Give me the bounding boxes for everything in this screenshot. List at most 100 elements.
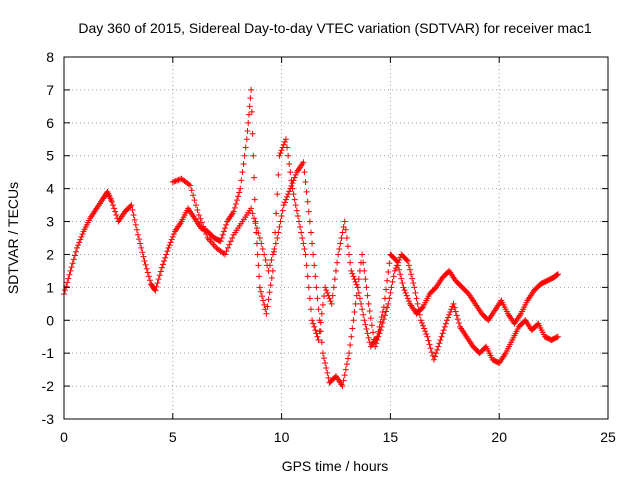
data-point-interp: [260, 297, 267, 304]
data-point-interp: [200, 223, 207, 230]
data-point-interp: [232, 200, 239, 207]
data-point-interp: [360, 259, 367, 266]
data-point-interp: [333, 267, 339, 274]
data-point-interp: [161, 258, 168, 265]
data-point-interp: [65, 275, 72, 282]
data-point-interp: [401, 287, 408, 294]
data-point-interp: [351, 309, 358, 316]
data-point-interp: [387, 289, 394, 296]
series-points: [169, 159, 561, 390]
data-point-interp: [307, 306, 314, 313]
data-point-interp: [402, 289, 409, 296]
data-point-interp: [312, 327, 319, 334]
data-point-interp: [554, 271, 561, 278]
data-point-interp: [425, 337, 432, 344]
data-point-interp: [223, 221, 230, 228]
data-point-interp: [177, 176, 184, 183]
data-point-interp: [349, 270, 356, 277]
data-point-interp: [259, 293, 266, 300]
data-point-interp: [350, 273, 357, 280]
data-point: [378, 323, 385, 330]
data-point-interp: [359, 306, 366, 313]
data-point-interp: [240, 160, 247, 167]
data-point: [424, 333, 431, 340]
data-point-interp: [376, 330, 383, 337]
data-point-interp: [343, 361, 350, 368]
data-point: [128, 202, 135, 209]
x-tick-label: 15: [383, 429, 399, 445]
data-point-interp: [280, 141, 287, 148]
data-point-interp: [226, 241, 233, 248]
y-tick-label: 5: [46, 148, 54, 164]
data-point-interp: [185, 181, 192, 188]
data-point-interp: [264, 303, 271, 310]
data-point: [346, 350, 353, 357]
x-tick-label: 5: [169, 429, 177, 445]
data-point: [152, 287, 159, 294]
data-point-interp: [71, 252, 78, 259]
data-point-interp: [174, 177, 181, 184]
data-point-interp: [304, 273, 311, 280]
data-point: [335, 251, 342, 258]
data-point-interp: [384, 304, 391, 311]
data-point-interp: [113, 211, 120, 218]
data-point: [67, 267, 74, 274]
data-point-interp: [321, 293, 328, 300]
data-point-interp: [423, 330, 430, 337]
data-point-interp: [352, 278, 359, 285]
data-point-interp: [255, 230, 262, 237]
data-point-interp: [229, 235, 236, 241]
data-point-interp: [278, 147, 285, 154]
data-point-interp: [435, 343, 442, 350]
data-point-interp: [272, 240, 279, 247]
data-point-interp: [364, 292, 371, 299]
data-point-interp: [301, 245, 308, 252]
data-point-interp: [451, 304, 458, 311]
data-point-interp: [261, 301, 268, 308]
data-point: [165, 244, 172, 251]
data-point-interp: [244, 128, 251, 135]
data-point-interp: [286, 160, 293, 167]
data-point-interp: [279, 207, 286, 214]
data-point-interp: [293, 207, 300, 214]
data-point-interp: [168, 236, 175, 243]
data-point-interp: [377, 327, 384, 334]
data-point-interp: [169, 233, 176, 240]
data-point-interp: [338, 235, 345, 241]
data-point-interp: [253, 225, 260, 232]
data-point-interp: [289, 180, 296, 187]
data-point-interp: [131, 216, 138, 223]
data-point: [430, 356, 437, 363]
data-point-interp: [412, 289, 419, 296]
data-point-interp: [432, 353, 439, 360]
data-point-interp: [344, 243, 351, 250]
data-point-interp: [452, 308, 459, 315]
data-point-interp: [553, 334, 560, 341]
data-point-interp: [220, 228, 227, 235]
data-point-interp: [274, 191, 281, 198]
data-point: [385, 300, 392, 307]
data-point-interp: [271, 245, 278, 252]
data-point-interp: [413, 295, 420, 302]
data-point: [306, 218, 313, 225]
data-point-interp: [436, 340, 443, 347]
data-point-interp: [309, 240, 316, 247]
data-point-interp: [354, 284, 361, 291]
data-point-interp: [312, 273, 319, 280]
data-point: [230, 208, 237, 215]
data-point-interp: [379, 320, 386, 327]
data-point-interp: [395, 259, 402, 266]
data-point-interp: [138, 244, 145, 251]
data-point-interp: [388, 284, 395, 291]
data-point-interp: [341, 372, 348, 379]
data-point: [319, 350, 326, 357]
data-point-interp: [144, 269, 151, 276]
data-point: [248, 86, 255, 93]
data-point-interp: [252, 220, 259, 227]
data-point-interp: [251, 174, 258, 181]
data-point-interp: [277, 218, 284, 225]
data-point-interp: [380, 316, 387, 323]
data-point-interp: [257, 288, 264, 295]
data-point: [195, 211, 202, 218]
data-point-interp: [348, 333, 355, 340]
